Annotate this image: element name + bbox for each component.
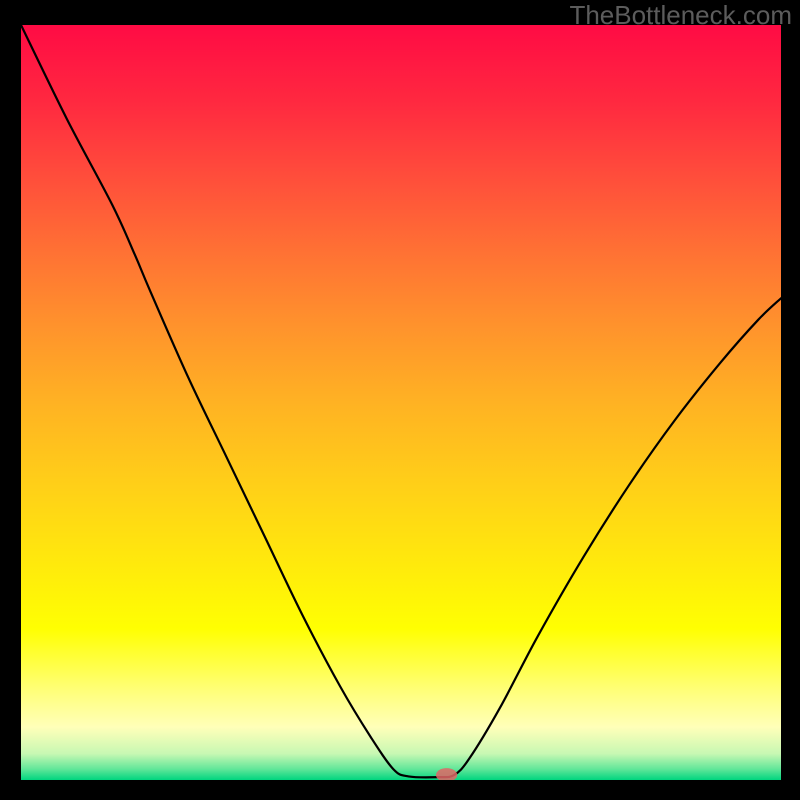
chart-frame: TheBottleneck.com	[0, 0, 800, 800]
plot-background	[21, 25, 781, 780]
bottleneck-chart	[21, 25, 781, 780]
